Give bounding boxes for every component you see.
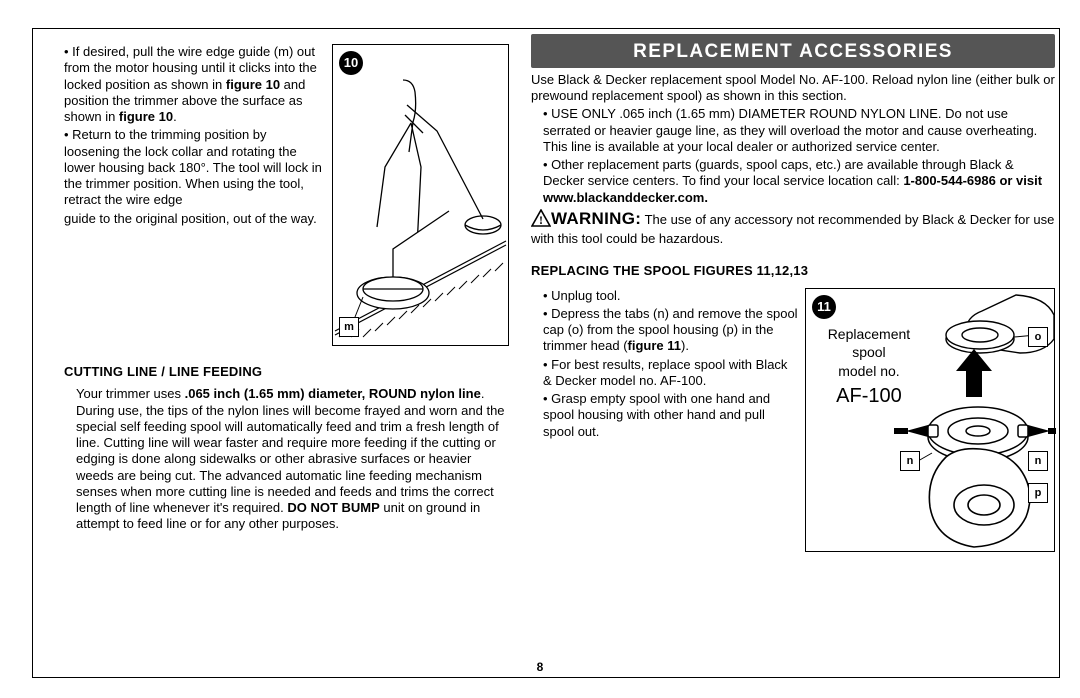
section-title-replacement-accessories: REPLACEMENT ACCESSORIES (531, 34, 1055, 68)
figure-ref: figure 10 (119, 109, 173, 124)
callout-n: n (1028, 451, 1048, 471)
figure-number-badge: 10 (339, 51, 363, 75)
subhead-replacing-spool: REPLACING THE SPOOL FIGURES 11,12,13 (531, 263, 1055, 279)
two-column-layout: • If desired, pull the wire edge guide (… (50, 28, 1050, 668)
bullet-use-only: • USE ONLY .065 inch (1.65 mm) DIAMETER … (543, 106, 1055, 155)
text: . (173, 109, 177, 124)
left-intro-text: • If desired, pull the wire edge guide (… (64, 44, 324, 229)
step-depress-tabs: • Depress the tabs (n) and remove the sp… (543, 306, 799, 355)
figure-ref: figure 11 (628, 338, 681, 353)
subhead-cutting-line: CUTTING LINE / LINE FEEDING (64, 364, 509, 380)
svg-text:!: ! (539, 213, 543, 227)
figure-11: 11 Replacement spool model no. AF-100 (805, 288, 1055, 552)
right-column: REPLACEMENT ACCESSORIES Use Black & Deck… (523, 28, 1063, 668)
para-edge-guide: • If desired, pull the wire edge guide (… (64, 44, 324, 125)
figure-ref: figure 10 (226, 77, 280, 92)
figure-11-illustration (806, 289, 1058, 551)
para-return-trim: • Return to the trimming position by loo… (64, 127, 324, 208)
callout-o: o (1028, 327, 1048, 347)
text: Your trimmer uses (76, 386, 185, 401)
bullet-other-parts: • Other replacement parts (guards, spool… (543, 157, 1055, 206)
callout-p: p (1028, 483, 1048, 503)
callout-n: n (900, 451, 920, 471)
left-column: • If desired, pull the wire edge guide (… (50, 28, 523, 668)
para-return-trim-cont: guide to the original position, out of t… (64, 211, 324, 227)
text: . During use, the tips of the nylon line… (76, 386, 505, 515)
right-steps-text: • Unplug tool. • Depress the tabs (n) an… (543, 288, 799, 442)
text: ). (681, 338, 689, 353)
bold-do-not-bump: DO NOT BUMP (287, 500, 379, 515)
bold-spec: .065 inch (1.65 mm) diameter, ROUND nylo… (185, 386, 481, 401)
para-cutting-line: Your trimmer uses .065 inch (1.65 mm) di… (76, 386, 509, 532)
warning-line: ! WARNING: The use of any accessory not … (531, 208, 1055, 248)
warning-triangle-icon: ! (531, 209, 551, 231)
figure-10-illustration (333, 75, 508, 345)
step-unplug: • Unplug tool. (543, 288, 799, 304)
left-text-and-figure-row: • If desired, pull the wire edge guide (… (64, 44, 509, 346)
figure-10: 10 (332, 44, 509, 346)
step-grasp-spool: • Grasp empty spool with one hand and sp… (543, 391, 799, 440)
warning-label: WARNING: (551, 209, 641, 228)
step-best-results: • For best results, replace spool with B… (543, 357, 799, 390)
para-use-spool: Use Black & Decker replacement spool Mod… (531, 72, 1055, 105)
manual-page: • If desired, pull the wire edge guide (… (0, 0, 1080, 698)
page-number: 8 (0, 660, 1080, 674)
right-text-and-figure-row: • Unplug tool. • Depress the tabs (n) an… (531, 288, 1055, 552)
callout-m: m (339, 317, 359, 337)
